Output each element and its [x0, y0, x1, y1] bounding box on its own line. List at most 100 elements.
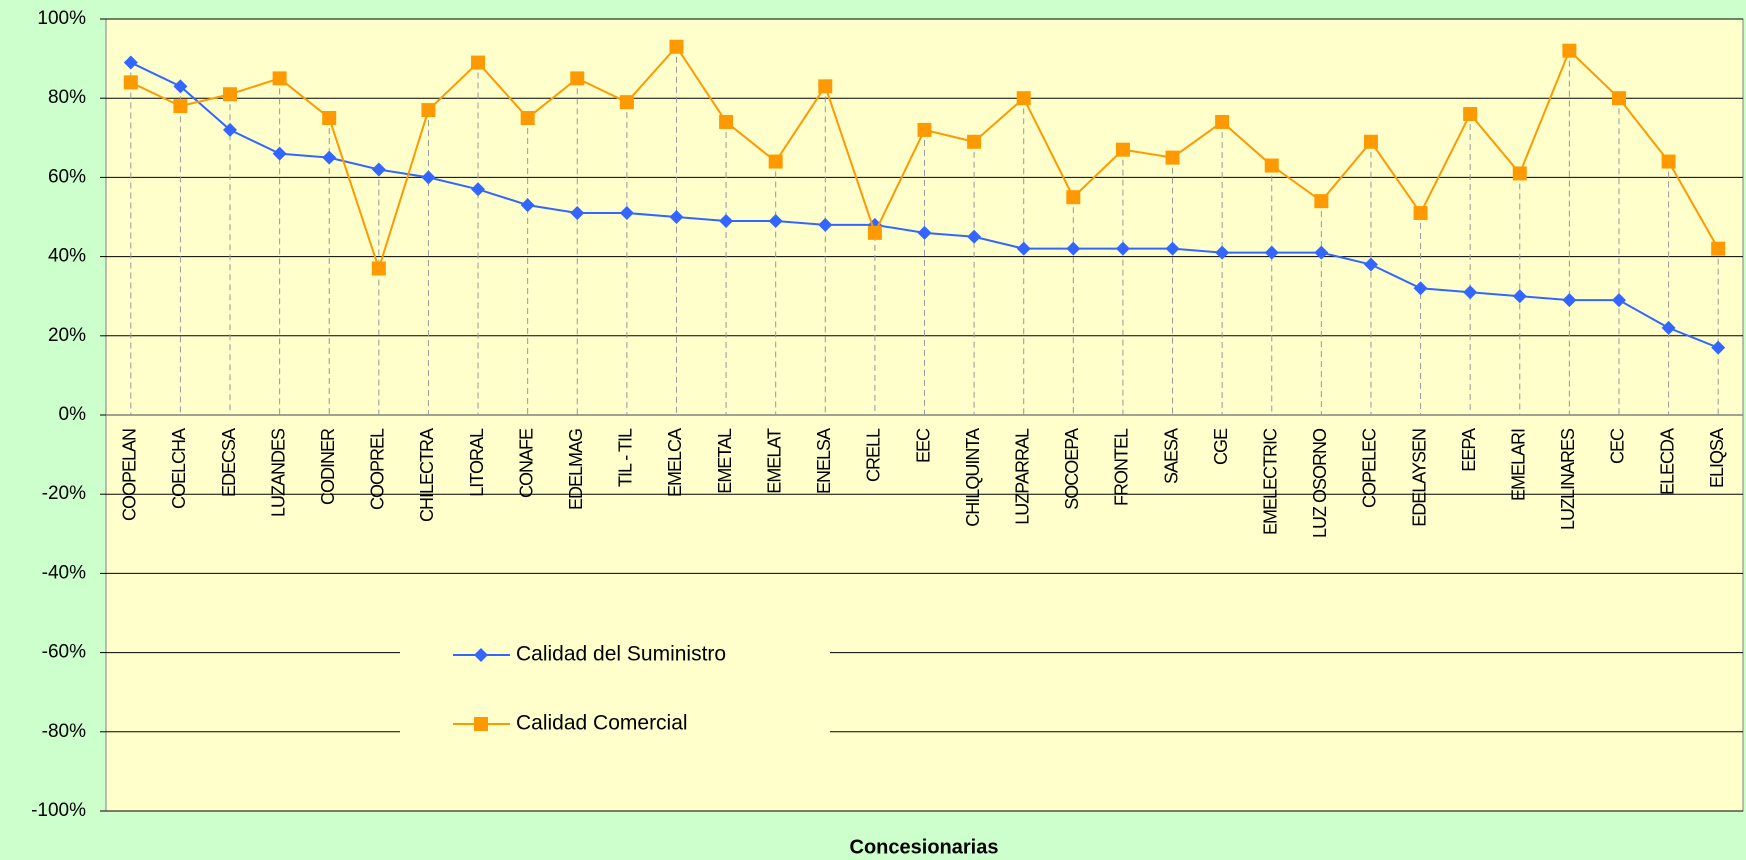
x-tick-label: EEC [913, 428, 933, 463]
x-tick-label: CGE [1211, 428, 1231, 465]
marker [123, 75, 138, 90]
marker [818, 79, 833, 94]
marker [173, 79, 188, 94]
x-tick-label: COPELEC [1360, 428, 1380, 508]
marker [471, 182, 486, 197]
marker [272, 71, 287, 86]
marker [1115, 142, 1130, 157]
x-tick-label: EMELARI [1509, 429, 1529, 501]
marker [520, 111, 535, 125]
x-tick-label: EMELECTRIC [1260, 428, 1280, 535]
y-tick-label: 60% [48, 166, 86, 187]
y-tick-label: 40% [48, 246, 86, 267]
marker [123, 55, 138, 70]
marker [223, 122, 238, 137]
marker [474, 648, 488, 662]
marker [917, 225, 932, 240]
x-tick-label: TIL - TIL [616, 428, 636, 487]
marker [1016, 241, 1031, 256]
marker [1711, 241, 1726, 256]
marker [818, 217, 833, 232]
marker [768, 154, 783, 169]
x-tick-label: EDELAYSEN [1409, 429, 1429, 527]
marker [1611, 91, 1626, 106]
x-tick-label: EDECSA [219, 428, 239, 497]
marker [669, 210, 684, 224]
y-tick-label: -20% [42, 483, 86, 504]
y-tick-label: 20% [48, 325, 86, 346]
marker [1066, 241, 1081, 256]
marker [669, 39, 684, 54]
marker [768, 213, 783, 228]
x-tick-label: CEC [1608, 428, 1628, 464]
marker [967, 229, 982, 244]
marker [1066, 190, 1081, 205]
x-tick-label: COOPELAN [120, 429, 140, 521]
marker [967, 134, 982, 149]
x-tick-label: LUZ OSORNO [1310, 428, 1330, 538]
marker [173, 99, 188, 114]
legend-label: Calidad Comercial [516, 712, 688, 735]
x-tick-label: EMELAT [764, 428, 784, 494]
marker [421, 103, 436, 118]
marker [719, 114, 734, 129]
marker [1562, 293, 1577, 308]
marker [371, 261, 386, 276]
x-tick-label: CHILECTRA [417, 428, 437, 522]
marker [322, 150, 337, 165]
marker [272, 146, 287, 161]
x-tick-label: SOCOEPA [1062, 428, 1082, 510]
y-tick-label: -80% [42, 721, 86, 742]
marker [1314, 194, 1329, 209]
x-tick-label: ENELSA [814, 428, 834, 494]
marker [1512, 166, 1527, 181]
marker [471, 55, 486, 70]
marker [1463, 285, 1478, 300]
marker [619, 95, 634, 110]
marker [719, 213, 734, 228]
marker [1562, 43, 1577, 58]
x-tick-label: COOPREL [368, 428, 388, 510]
marker [1463, 107, 1478, 122]
marker [1314, 245, 1329, 260]
x-tick-label: EMELCA [665, 428, 685, 497]
y-tick-label: 0% [59, 404, 87, 425]
marker [917, 122, 932, 137]
marker [1215, 245, 1230, 260]
marker [1611, 293, 1626, 308]
marker [1661, 320, 1676, 335]
y-tick-label: 100% [37, 8, 86, 29]
marker [223, 87, 238, 102]
marker [520, 198, 535, 213]
x-tick-label: CODINER [318, 428, 338, 505]
marker [421, 170, 436, 185]
y-tick-label: 80% [48, 87, 86, 108]
x-tick-label: EMETAL [715, 428, 735, 494]
x-tick-label: COELCHA [169, 428, 189, 509]
x-tick-label: LUZLINARES [1558, 428, 1578, 530]
y-tick-label: -60% [42, 642, 86, 663]
marker [1165, 241, 1180, 256]
marker [322, 111, 337, 125]
x-tick-label: CHILQUINTA [963, 428, 983, 527]
y-tick-label: -40% [42, 562, 86, 583]
x-tick-label: LUZPARRAL [1012, 428, 1032, 525]
x-tick-label: EDELMAG [566, 429, 586, 510]
x-tick-label: CONAFE [516, 428, 536, 498]
marker [619, 206, 634, 221]
marker [1363, 134, 1378, 149]
marker [1016, 91, 1031, 106]
marker [1413, 281, 1428, 296]
x-tick-label: FRONTEL [1112, 428, 1132, 506]
marker [1264, 158, 1279, 173]
x-axis-title: Concesionarias [850, 836, 999, 858]
x-tick-label: ELECDA [1657, 428, 1677, 495]
x-tick-label: EEPA [1459, 428, 1479, 472]
marker [1661, 154, 1676, 169]
y-tick-label: -100% [31, 800, 86, 821]
x-tick-label: LITORAL [467, 428, 487, 497]
marker [474, 717, 488, 731]
marker [1413, 206, 1428, 221]
x-tick-label: ELIQSA [1707, 428, 1727, 488]
